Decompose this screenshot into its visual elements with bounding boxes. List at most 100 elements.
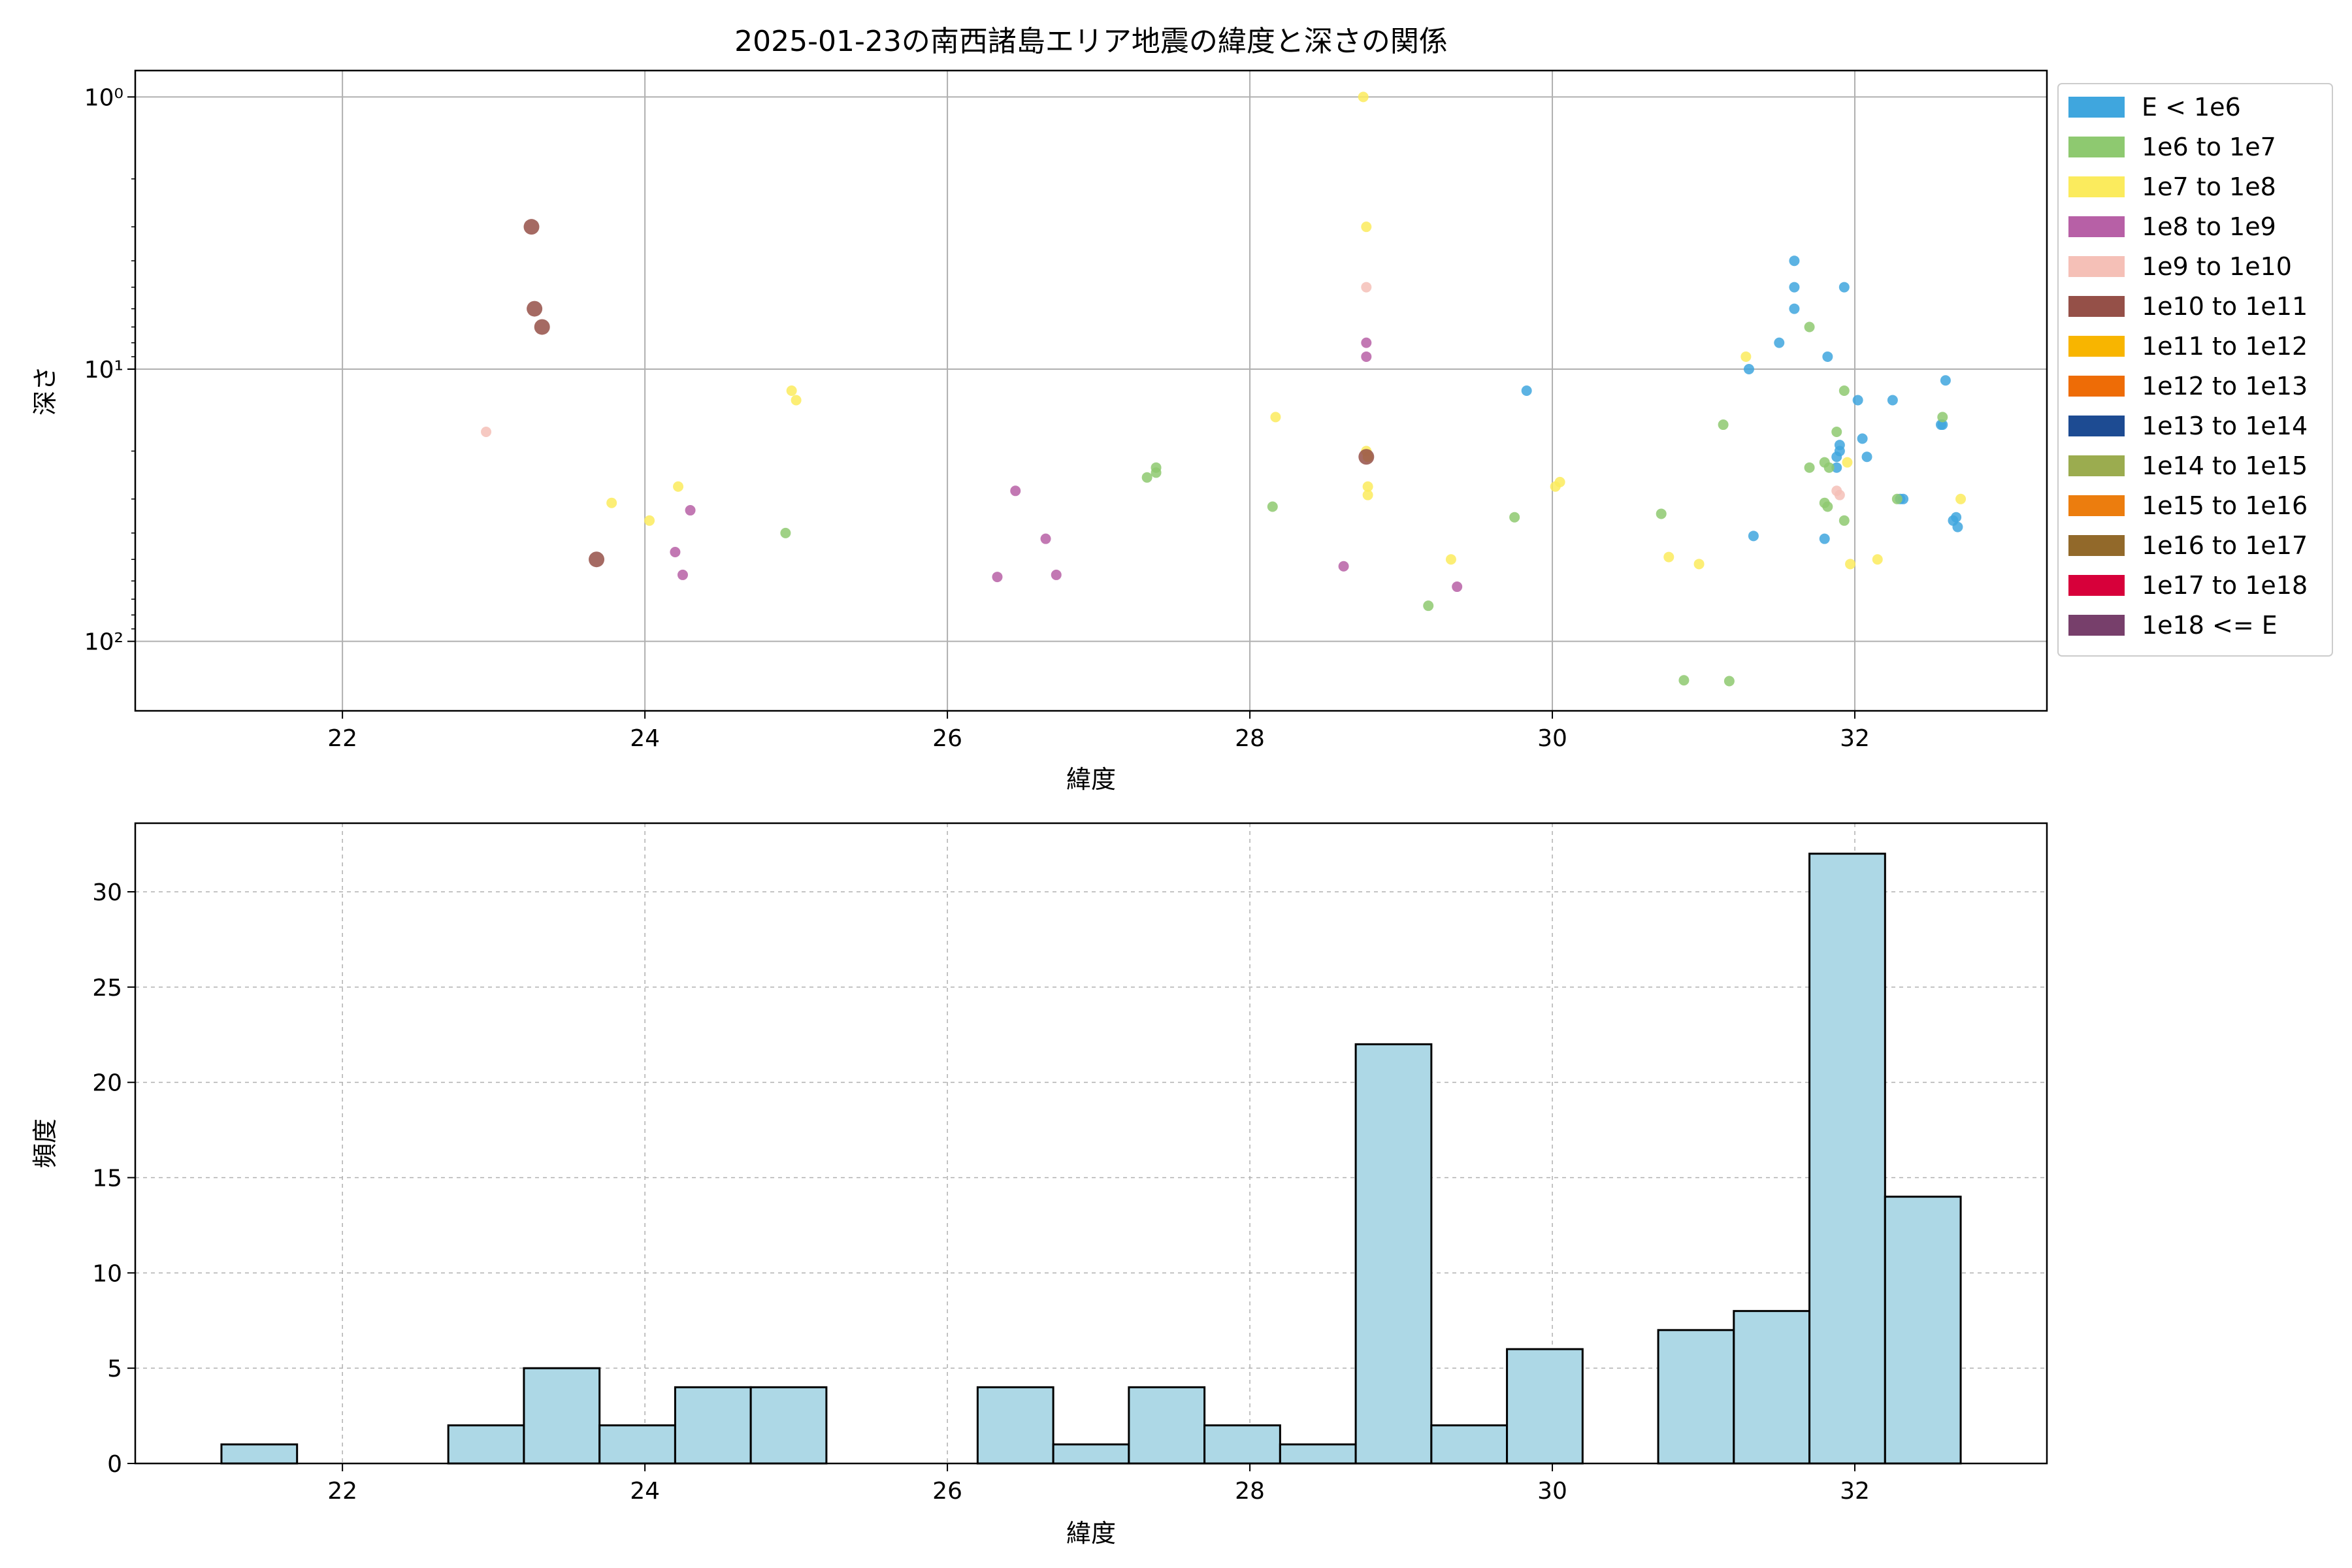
- scatter-point: [1937, 412, 1948, 423]
- scatter-point: [786, 385, 797, 396]
- legend-items: E < 1e6 1e6 to 1e7 1e7 to 1e8 1e8 to 1e9 1e9…: [2068, 93, 2308, 640]
- scatter-point: [1857, 433, 1868, 444]
- scatter-point: [1509, 512, 1520, 523]
- histogram-bar: [1506, 1348, 1584, 1465]
- legend-label: 1e18 <= E: [2142, 611, 2278, 640]
- scatter-point: [1952, 521, 1963, 532]
- scatter-point: [1151, 467, 1162, 478]
- histogram-bar: [1884, 1196, 1962, 1465]
- scatter-plot-frame: [134, 69, 2048, 712]
- legend-label: 1e15 to 1e16: [2142, 491, 2308, 520]
- scatter-point: [1845, 559, 1856, 570]
- legend-label: 1e10 to 1e11: [2142, 292, 2308, 321]
- scatter-y-tick-label: 10²: [84, 629, 123, 656]
- histogram-bar: [523, 1367, 601, 1465]
- histogram-bar: [220, 1443, 299, 1465]
- scatter-point: [1423, 600, 1434, 612]
- legend-swatch: [2068, 535, 2125, 556]
- scatter-x-tick-label: 26: [932, 725, 962, 752]
- scatter-point: [481, 427, 492, 438]
- legend-swatch: [2068, 336, 2125, 357]
- scatter-x-tick-label: 24: [630, 725, 660, 752]
- scatter-point: [1445, 554, 1456, 565]
- histogram-y-tick-label: 25: [92, 975, 122, 1002]
- scatter-point: [1521, 385, 1532, 396]
- scatter-point: [1940, 375, 1951, 386]
- histogram-bar: [447, 1424, 525, 1465]
- scatter-point: [670, 547, 681, 558]
- legend-label: 1e11 to 1e12: [2142, 332, 2308, 361]
- legend-label: 1e9 to 1e10: [2142, 252, 2292, 281]
- scatter-point: [1804, 321, 1815, 333]
- scatter-point: [1361, 351, 1372, 362]
- scatter-point: [1656, 508, 1667, 519]
- scatter-point: [1141, 472, 1152, 483]
- legend-swatch: [2068, 256, 2125, 277]
- scatter-point: [1822, 351, 1833, 362]
- legend-label: 1e8 to 1e9: [2142, 212, 2276, 241]
- scatter-point: [1789, 303, 1800, 314]
- scatter-x-tick-label: 28: [1235, 725, 1265, 752]
- histogram-x-tick-label: 30: [1537, 1478, 1567, 1505]
- legend-label: E < 1e6: [2142, 93, 2241, 122]
- scatter-point: [534, 319, 550, 335]
- scatter-point: [1842, 457, 1853, 468]
- scatter-point: [1361, 282, 1372, 293]
- legend-label: 1e6 to 1e7: [2142, 133, 2276, 161]
- scatter-point: [1831, 462, 1842, 473]
- scatter-point: [1823, 462, 1835, 473]
- histogram-x-tick-label: 32: [1840, 1478, 1870, 1505]
- histogram-bar: [1203, 1424, 1281, 1465]
- histogram-bar: [1128, 1386, 1206, 1465]
- scatter-point: [1861, 451, 1872, 463]
- histogram-bar: [674, 1386, 752, 1465]
- histogram-ticks: 22 24 26 28 30 32 0 5 10 15 20 25 30: [92, 879, 1870, 1505]
- legend-label: 1e12 to 1e13: [2142, 372, 2308, 400]
- scatter-point: [1804, 462, 1815, 473]
- scatter-point: [992, 572, 1003, 583]
- histogram-bar: [1279, 1443, 1357, 1465]
- scatter-point: [1819, 533, 1830, 544]
- scatter-point: [1891, 493, 1903, 504]
- scatter-point: [589, 551, 605, 568]
- legend-box: [2057, 83, 2333, 657]
- scatter-point: [1831, 427, 1842, 438]
- scatter-point: [685, 505, 696, 516]
- histogram-chart: 22 24 26 28 30 32 0 5 10 15 20 25 30 緯度 頻度: [31, 822, 2048, 1548]
- legend-swatch: [2068, 176, 2125, 197]
- histogram-y-tick-label: 30: [92, 879, 122, 906]
- scatter-point: [1822, 501, 1833, 512]
- legend-swatch: [2068, 376, 2125, 397]
- scatter-points: [481, 91, 1967, 687]
- histogram-bar: [976, 1386, 1054, 1465]
- scatter-point: [606, 497, 617, 508]
- histogram-bar: [1052, 1443, 1130, 1465]
- histogram-bar: [1354, 1043, 1433, 1465]
- scatter-x-tick-label: 22: [327, 725, 357, 752]
- scatter-point: [1955, 493, 1967, 504]
- scatter-y-tick-label: 10⁰: [84, 84, 123, 111]
- legend-label: 1e14 to 1e15: [2142, 451, 2308, 480]
- legend-swatch: [2068, 416, 2125, 436]
- scatter-point: [1361, 337, 1372, 348]
- legend-swatch: [2068, 296, 2125, 317]
- scatter-point: [677, 569, 688, 580]
- histogram-bar: [598, 1424, 676, 1465]
- scatter-point: [1887, 395, 1898, 406]
- histogram-bar: [1808, 853, 1886, 1465]
- scatter-point: [1362, 489, 1373, 500]
- scatter-point: [1554, 476, 1565, 487]
- scatter-point: [1723, 676, 1735, 687]
- scatter-point: [1040, 533, 1051, 544]
- legend-swatch: [2068, 137, 2125, 157]
- scatter-grid: [135, 71, 2047, 711]
- scatter-point: [644, 515, 655, 526]
- scatter-point: [791, 395, 802, 406]
- histogram-plot-frame: [134, 822, 2048, 1465]
- legend-label: 1e17 to 1e18: [2142, 571, 2308, 600]
- legend-swatch: [2068, 495, 2125, 516]
- scatter-y-axis-label: 深さ: [31, 366, 59, 416]
- histogram-x-tick-label: 26: [932, 1478, 962, 1505]
- histogram-y-tick-label: 15: [92, 1166, 122, 1192]
